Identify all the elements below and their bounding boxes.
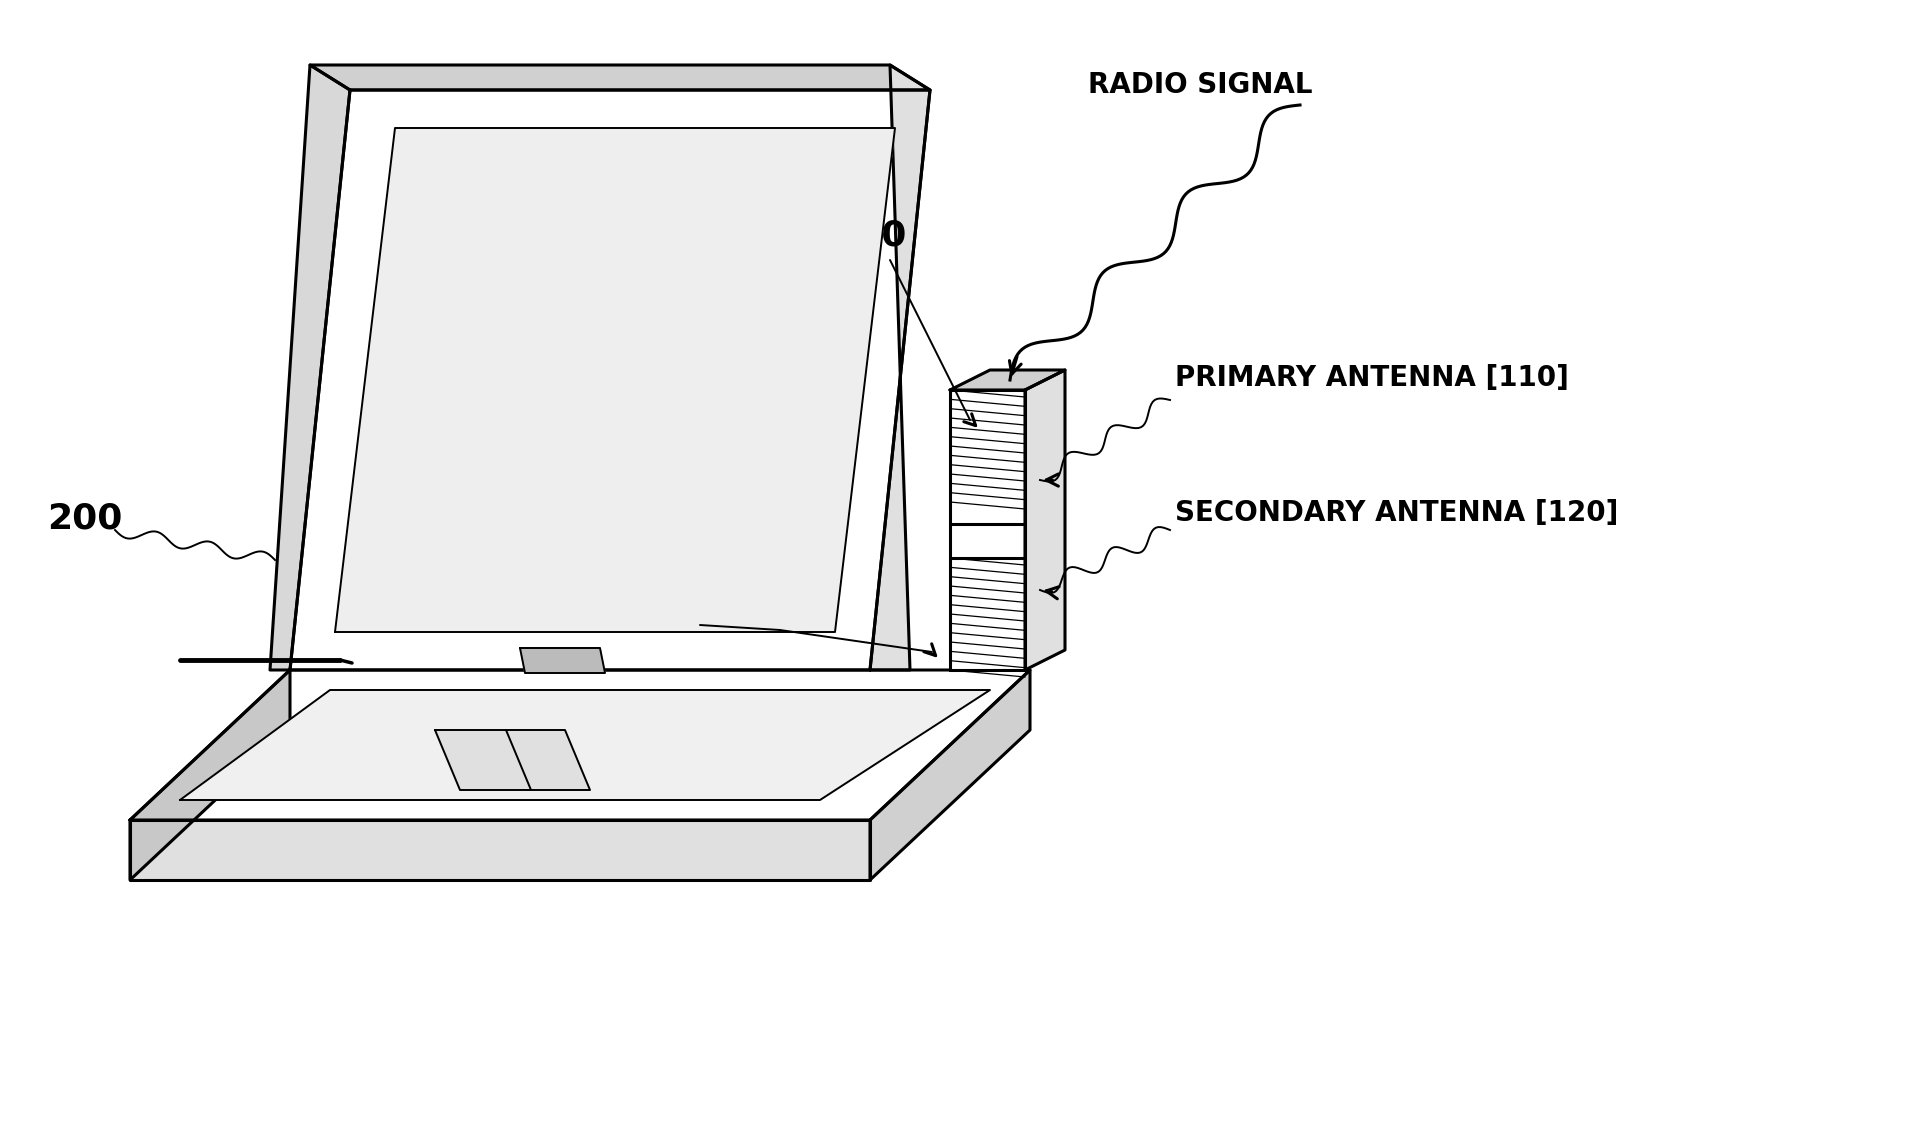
Polygon shape xyxy=(521,649,605,673)
Polygon shape xyxy=(435,730,589,790)
Text: 100: 100 xyxy=(831,218,908,252)
Text: SECONDARY ANTENNA [120]: SECONDARY ANTENNA [120] xyxy=(1175,499,1617,527)
Polygon shape xyxy=(1024,370,1064,670)
Polygon shape xyxy=(290,90,929,670)
Polygon shape xyxy=(179,690,990,800)
Polygon shape xyxy=(130,670,1030,820)
Text: NOISE SOURCE: NOISE SOURCE xyxy=(500,574,734,635)
Polygon shape xyxy=(870,65,929,670)
Polygon shape xyxy=(130,670,290,880)
Text: 200: 200 xyxy=(48,502,122,535)
Polygon shape xyxy=(309,65,929,90)
Text: PRIMARY ANTENNA [110]: PRIMARY ANTENNA [110] xyxy=(1175,364,1568,392)
Text: RADIO SIGNAL: RADIO SIGNAL xyxy=(1087,71,1312,99)
Polygon shape xyxy=(950,370,1064,390)
Polygon shape xyxy=(271,65,349,670)
Polygon shape xyxy=(950,390,1024,670)
Polygon shape xyxy=(870,670,1030,880)
Polygon shape xyxy=(336,128,894,632)
Polygon shape xyxy=(130,820,870,880)
